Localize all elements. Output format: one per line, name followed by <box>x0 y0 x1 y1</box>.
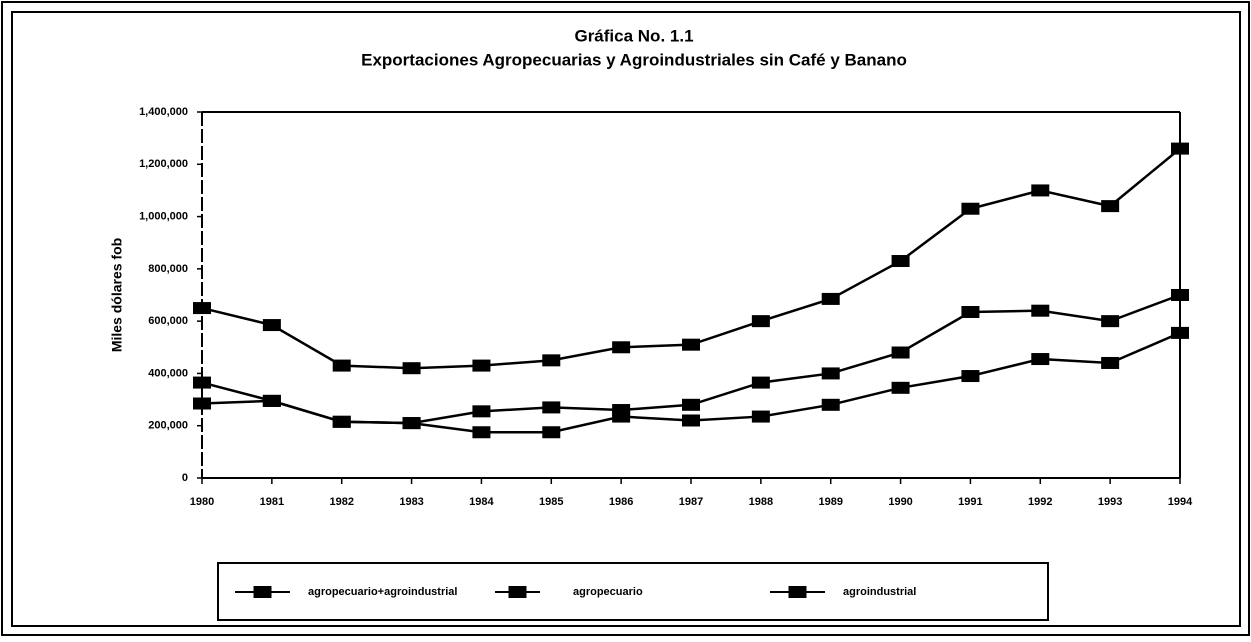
x-tick-label: 1984 <box>469 496 494 508</box>
point-marker <box>542 401 561 414</box>
point-marker <box>961 305 980 318</box>
point-marker <box>682 338 700 351</box>
x-tick-label: 1990 <box>888 496 912 508</box>
y-tick-label: 600,000 <box>148 315 188 327</box>
legend-marker <box>788 586 807 598</box>
point-marker <box>891 381 910 394</box>
point-marker <box>891 255 910 268</box>
legend-label: agropecuario+agroindustrial <box>308 586 457 598</box>
point-marker <box>751 410 770 423</box>
x-tick-label: 1980 <box>190 496 214 508</box>
point-marker <box>1031 304 1050 317</box>
x-tick-label: 1992 <box>1028 496 1052 508</box>
point-marker <box>193 376 211 389</box>
legend-label: agroindustrial <box>843 586 916 598</box>
point-marker <box>612 410 631 423</box>
point-marker <box>1031 184 1050 197</box>
point-marker <box>262 319 281 332</box>
point-marker <box>1101 356 1120 369</box>
inner-frame <box>11 11 1241 627</box>
x-tick-label: 1993 <box>1098 496 1122 508</box>
x-tick-label: 1988 <box>749 496 773 508</box>
point-marker <box>821 398 840 411</box>
point-marker <box>751 376 770 389</box>
point-marker <box>472 405 491 418</box>
point-marker <box>751 315 770 328</box>
legend-marker <box>253 586 272 598</box>
x-tick-label: 1987 <box>679 496 703 508</box>
point-marker <box>1171 326 1189 339</box>
point-marker <box>821 367 840 380</box>
y-tick-label: 1,000,000 <box>139 210 188 222</box>
legend-marker <box>508 586 527 598</box>
x-tick-label: 1982 <box>329 496 353 508</box>
point-marker <box>472 359 491 372</box>
y-tick-label: 400,000 <box>148 367 188 379</box>
point-marker <box>193 397 211 410</box>
point-marker <box>472 426 491 439</box>
y-tick-label: 1,400,000 <box>139 106 188 118</box>
point-marker <box>682 398 700 411</box>
x-tick-label: 1994 <box>1168 496 1193 508</box>
y-tick-label: 1,200,000 <box>139 158 188 170</box>
y-tick-label: 800,000 <box>148 263 188 275</box>
point-marker <box>1101 200 1120 213</box>
point-marker <box>1171 142 1189 155</box>
point-marker <box>961 370 980 383</box>
point-marker <box>891 346 910 359</box>
point-marker <box>332 415 351 428</box>
y-tick-label: 0 <box>182 472 188 484</box>
point-marker <box>612 341 631 354</box>
series-line <box>201 147 1181 370</box>
chart-title: Gráfica No. 1.1 <box>574 26 693 45</box>
x-tick-label: 1981 <box>260 496 284 508</box>
point-marker <box>402 362 421 375</box>
y-tick-label: 200,000 <box>148 420 188 432</box>
point-marker <box>961 202 980 215</box>
point-marker <box>542 354 561 367</box>
chart-subtitle: Exportaciones Agropecuarias y Agroindust… <box>361 50 907 69</box>
point-marker <box>821 292 840 305</box>
point-marker <box>1171 289 1189 301</box>
legend-label: agropecuario <box>573 586 643 598</box>
x-tick-label: 1986 <box>609 496 633 508</box>
point-marker <box>262 394 281 407</box>
y-axis-label: Miles dólares fob <box>109 238 125 352</box>
point-marker <box>1101 315 1120 328</box>
x-tick-label: 1989 <box>818 496 842 508</box>
x-tick-label: 1983 <box>399 496 423 508</box>
point-marker <box>332 359 351 372</box>
x-tick-label: 1991 <box>958 496 982 508</box>
legend-box <box>217 562 1049 621</box>
point-marker <box>402 417 421 430</box>
point-marker <box>682 414 700 427</box>
point-marker <box>1031 353 1050 366</box>
point-marker <box>193 302 211 315</box>
x-tick-label: 1985 <box>539 496 563 508</box>
point-marker <box>542 426 561 439</box>
